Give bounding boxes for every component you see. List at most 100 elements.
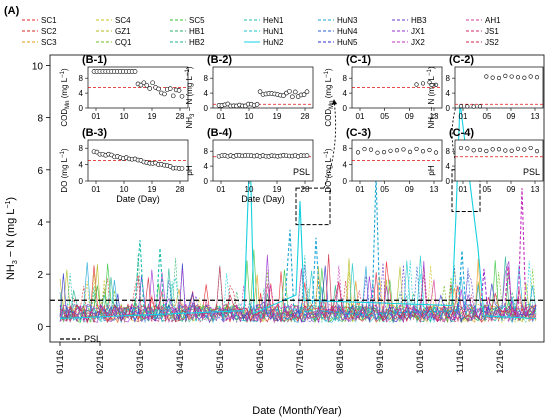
inset-point (304, 153, 310, 158)
inset-b-3: (B-3) 0 4 8 01 10 19 28 DO (mg L−1) Date (Day) (60, 127, 189, 204)
inset-psl-label: PSL (293, 167, 310, 177)
legend-entry: HB1 (170, 27, 205, 36)
legend-entry: JS2 (466, 38, 499, 47)
x-tick-label: 03/16 (135, 350, 146, 374)
legend-entry: HuN2 (244, 38, 284, 47)
x-tick-label: 01/16 (55, 350, 66, 374)
inset-x-tick-label: 10 (245, 112, 254, 121)
inset-y-label: CODMn (mg L−1) (60, 68, 71, 127)
legend-entry: HuN5 (318, 38, 358, 47)
legend-label: JX2 (411, 38, 425, 47)
x-tick-label: 02/16 (95, 350, 106, 374)
inset-frame (212, 66, 314, 109)
inset-point (179, 166, 185, 171)
inset-point (484, 74, 489, 79)
inset-point (394, 148, 400, 153)
x-tick-label: 12/16 (495, 350, 506, 374)
inset-c-1: (C-1) 0 4 8 01 05 09 13 CODMn (mg L−1) (324, 54, 443, 127)
inset-y-tick-label: 0 (204, 177, 209, 186)
inset-point (471, 104, 476, 109)
inset-b-4: (B-4) 0 4 8 01 10 19 28 pH PSL Date (Day) (185, 127, 314, 204)
inset-point (407, 149, 413, 154)
inset-y-label: DO (mg L−1) (324, 148, 333, 193)
inset-x-tick-label: 19 (273, 112, 282, 121)
inset-point (509, 148, 514, 153)
legend-entry: SC5 (170, 16, 205, 25)
inset-point (170, 93, 176, 99)
inset-x-tick-label: 28 (301, 185, 310, 194)
legend-label: JX1 (411, 27, 425, 36)
inset-x-tick-label: 09 (405, 185, 414, 194)
inset-point (304, 89, 310, 94)
inset-y-tick-label: 8 (446, 74, 451, 83)
inset-x-tick-label: 01 (356, 185, 365, 194)
y-tick-label: 0 (37, 322, 43, 333)
inset-point (465, 146, 470, 151)
inset-point (509, 74, 514, 79)
inset-point (496, 147, 502, 152)
legend-label: AH1 (485, 16, 501, 25)
x-tick-label: 09/16 (375, 350, 386, 374)
x-tick-label: 10/16 (415, 350, 426, 374)
inset-point (362, 146, 367, 152)
inset-y-tick-label: 4 (446, 162, 451, 171)
inset-y-tick-label: 0 (446, 104, 451, 113)
inset-x-tick-label: 09 (405, 112, 414, 121)
series-line (59, 260, 537, 324)
series-peak-line (283, 174, 467, 317)
inset-point (355, 150, 361, 155)
plot-frame (49, 54, 545, 343)
inset-x-tick-label: 05 (483, 185, 492, 194)
inset-point (301, 92, 307, 97)
inset-y-tick-label: 4 (343, 89, 348, 98)
inset-y-label: CODMn (mg L−1) (324, 68, 335, 127)
inset-x-tick-label: 01 (356, 112, 365, 121)
series-line (59, 262, 537, 324)
legend-label: HB3 (411, 16, 427, 25)
inset-point (162, 91, 167, 97)
inset-point (381, 150, 387, 155)
inset-x-tick-label: 19 (148, 112, 157, 121)
x-tick-label: 05/16 (215, 350, 226, 374)
legend-entry: HuN4 (318, 27, 358, 36)
inset-x-tick-label: 13 (430, 112, 439, 121)
legend-entry: AH1 (466, 16, 501, 25)
legend-entry: SC4 (96, 16, 131, 25)
inset-y-tick-label: 8 (79, 74, 84, 83)
inset-point (458, 145, 464, 151)
inset-point (534, 75, 540, 80)
inset-point (528, 74, 533, 79)
inset-x-tick-label: 01 (217, 112, 226, 121)
inset-point (290, 94, 295, 100)
inset-point (420, 149, 426, 154)
legend-label: HuN3 (337, 16, 358, 25)
inset-label: (B-1) (82, 54, 107, 66)
inset-y-tick-label: 8 (343, 144, 348, 153)
inset-point (477, 104, 483, 109)
inset-label: (C-2) (449, 54, 474, 66)
inset-y-tick-label: 4 (79, 89, 84, 98)
inset-point (515, 75, 521, 80)
inset-x-tick-label: 01 (92, 112, 101, 121)
inset-point (179, 93, 185, 99)
inset-y-tick-label: 0 (343, 104, 348, 113)
legend-entry: HB3 (392, 16, 427, 25)
legend-label: HuN5 (337, 38, 358, 47)
x-tick-label: 07/16 (295, 350, 306, 374)
inset-point (414, 146, 419, 152)
inset-point (534, 148, 540, 154)
inset-point (150, 80, 155, 86)
inset-x-tick-label: 13 (430, 185, 439, 194)
inset-point (433, 82, 439, 87)
inset-y-tick-label: 8 (204, 147, 209, 156)
inset-x-tick-label: 05 (380, 112, 389, 121)
inset-y-tick-label: 0 (204, 104, 209, 113)
legend-label: SC2 (41, 27, 57, 36)
inset-x-tick-label: 28 (176, 185, 185, 194)
inset-point (420, 81, 426, 86)
x-tick-label: 06/16 (255, 350, 266, 374)
inset-b-1: (B-1) 0 4 8 01 10 19 28 CODMn (mg L−1) (60, 54, 189, 127)
zoom-arrow-b (323, 99, 338, 189)
inset-x-tick-label: 05 (483, 112, 492, 121)
